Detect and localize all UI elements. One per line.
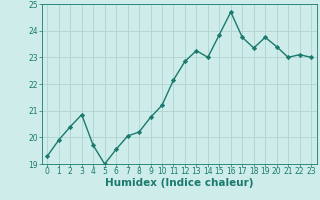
X-axis label: Humidex (Indice chaleur): Humidex (Indice chaleur) [105, 178, 253, 188]
